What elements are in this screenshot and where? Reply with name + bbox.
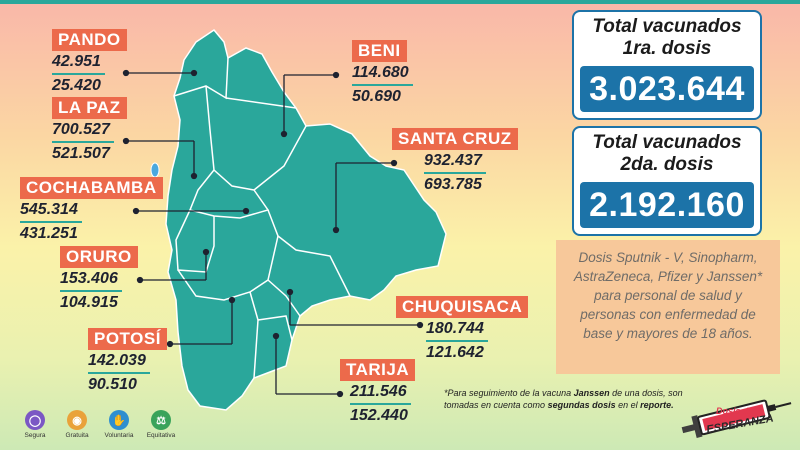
lake-icon bbox=[150, 162, 160, 178]
coin-icon: ◉ bbox=[67, 410, 87, 430]
vaccine-info-box: Dosis Sputnik - V, Sinopharm, AstraZenec… bbox=[556, 240, 780, 374]
dept-name: PANDO bbox=[52, 29, 127, 51]
badge-voluntaria: ✋ Voluntaria bbox=[104, 410, 134, 439]
vaccine-info-text: Dosis Sputnik - V, Sinopharm, AstraZenec… bbox=[573, 250, 763, 341]
dept-potosi: POTOSÍ 142.039 90.510 bbox=[88, 328, 167, 396]
dept-chuquisaca: CHUQUISACA 180.744 121.642 bbox=[396, 296, 529, 364]
top-accent-bar bbox=[0, 0, 800, 4]
badge-label: Equitativa bbox=[146, 432, 176, 439]
total-dose2-value: 2.192.160 bbox=[580, 182, 754, 228]
total-dose1-title-line1: Total vacunados bbox=[592, 16, 742, 37]
dept-name: CHUQUISACA bbox=[396, 296, 529, 318]
dose1-value: 180.744 bbox=[426, 318, 488, 342]
dose1-value: 114.680 bbox=[352, 62, 413, 86]
dose2-value: 693.785 bbox=[424, 176, 482, 193]
total-dose1-value: 3.023.644 bbox=[580, 66, 754, 112]
dept-name: LA PAZ bbox=[52, 97, 127, 119]
footnote-bold3: reporte. bbox=[640, 400, 674, 410]
footnote-part2: de una dosis, son tomadas en cuenta como bbox=[444, 388, 683, 410]
vaccine-principles: ◯ Segura ◉ Gratuita ✋ Voluntaria ⚖ Equit… bbox=[20, 410, 176, 439]
dose1-value: 545.314 bbox=[20, 199, 82, 223]
dose1-value: 142.039 bbox=[88, 350, 150, 374]
badge-segura: ◯ Segura bbox=[20, 410, 50, 439]
dose1-value: 700.527 bbox=[52, 119, 114, 143]
scale-icon: ⚖ bbox=[151, 410, 171, 430]
dept-name: TARIJA bbox=[340, 359, 416, 381]
shield-icon: ◯ bbox=[25, 410, 45, 430]
badge-label: Segura bbox=[24, 432, 46, 439]
dose1-value: 211.546 bbox=[350, 381, 411, 405]
dose2-value: 152.440 bbox=[350, 407, 408, 424]
badge-label: Voluntaria bbox=[104, 432, 134, 439]
dose2-value: 50.690 bbox=[352, 88, 401, 105]
dept-name: COCHABAMBA bbox=[20, 177, 163, 199]
dose2-value: 431.251 bbox=[20, 225, 78, 242]
dept-name: SANTA CRUZ bbox=[392, 128, 518, 150]
badge-gratuita: ◉ Gratuita bbox=[62, 410, 92, 439]
logo-line1: Dosis de bbox=[716, 406, 754, 416]
badge-label: Gratuita bbox=[65, 432, 89, 439]
dose2-value: 121.642 bbox=[426, 344, 484, 361]
dept-lapaz: LA PAZ 700.527 521.507 bbox=[52, 97, 127, 165]
dept-pando: PANDO 42.951 25.420 bbox=[52, 29, 127, 97]
dose2-value: 90.510 bbox=[88, 376, 137, 393]
dose1-value: 932.437 bbox=[424, 150, 486, 174]
footnote-part1: *Para seguimiento de la vacuna bbox=[444, 388, 574, 398]
dept-tarija: TARIJA 211.546 152.440 bbox=[340, 359, 416, 427]
dept-cochabamba: COCHABAMBA 545.314 431.251 bbox=[20, 177, 163, 245]
total-dose1-card: Total vacunados 1ra. dosis 3.023.644 bbox=[572, 10, 762, 120]
dept-oruro: ORURO 153.406 104.915 bbox=[60, 246, 138, 314]
dept-name: ORURO bbox=[60, 246, 138, 268]
dept-name: POTOSÍ bbox=[88, 328, 167, 350]
dose2-value: 521.507 bbox=[52, 145, 110, 162]
dose2-value: 104.915 bbox=[60, 294, 118, 311]
dept-name: BENI bbox=[352, 40, 407, 62]
footnote-part3: en el bbox=[615, 400, 641, 410]
dept-santacruz: SANTA CRUZ 932.437 693.785 bbox=[392, 128, 518, 196]
dose2-value: 25.420 bbox=[52, 77, 101, 94]
dose1-value: 42.951 bbox=[52, 51, 105, 75]
footnote-bold1: Janssen bbox=[573, 388, 610, 398]
total-dose2-card: Total vacunados 2da. dosis 2.192.160 bbox=[572, 126, 762, 236]
badge-equitativa: ⚖ Equitativa bbox=[146, 410, 176, 439]
total-dose2-title-line2: 2da. dosis bbox=[620, 154, 714, 175]
dose1-value: 153.406 bbox=[60, 268, 122, 292]
footnote-bold2: segundas dosis bbox=[547, 400, 616, 410]
dosis-esperanza-logo: Dosis de ESPERANZA bbox=[681, 399, 792, 438]
hand-icon: ✋ bbox=[109, 410, 129, 430]
total-dose1-title-line2: 1ra. dosis bbox=[622, 38, 712, 59]
total-dose2-title-line1: Total vacunados bbox=[592, 132, 742, 153]
footnote: *Para seguimiento de la vacuna Janssen d… bbox=[444, 387, 694, 411]
dept-beni: BENI 114.680 50.690 bbox=[352, 40, 413, 108]
